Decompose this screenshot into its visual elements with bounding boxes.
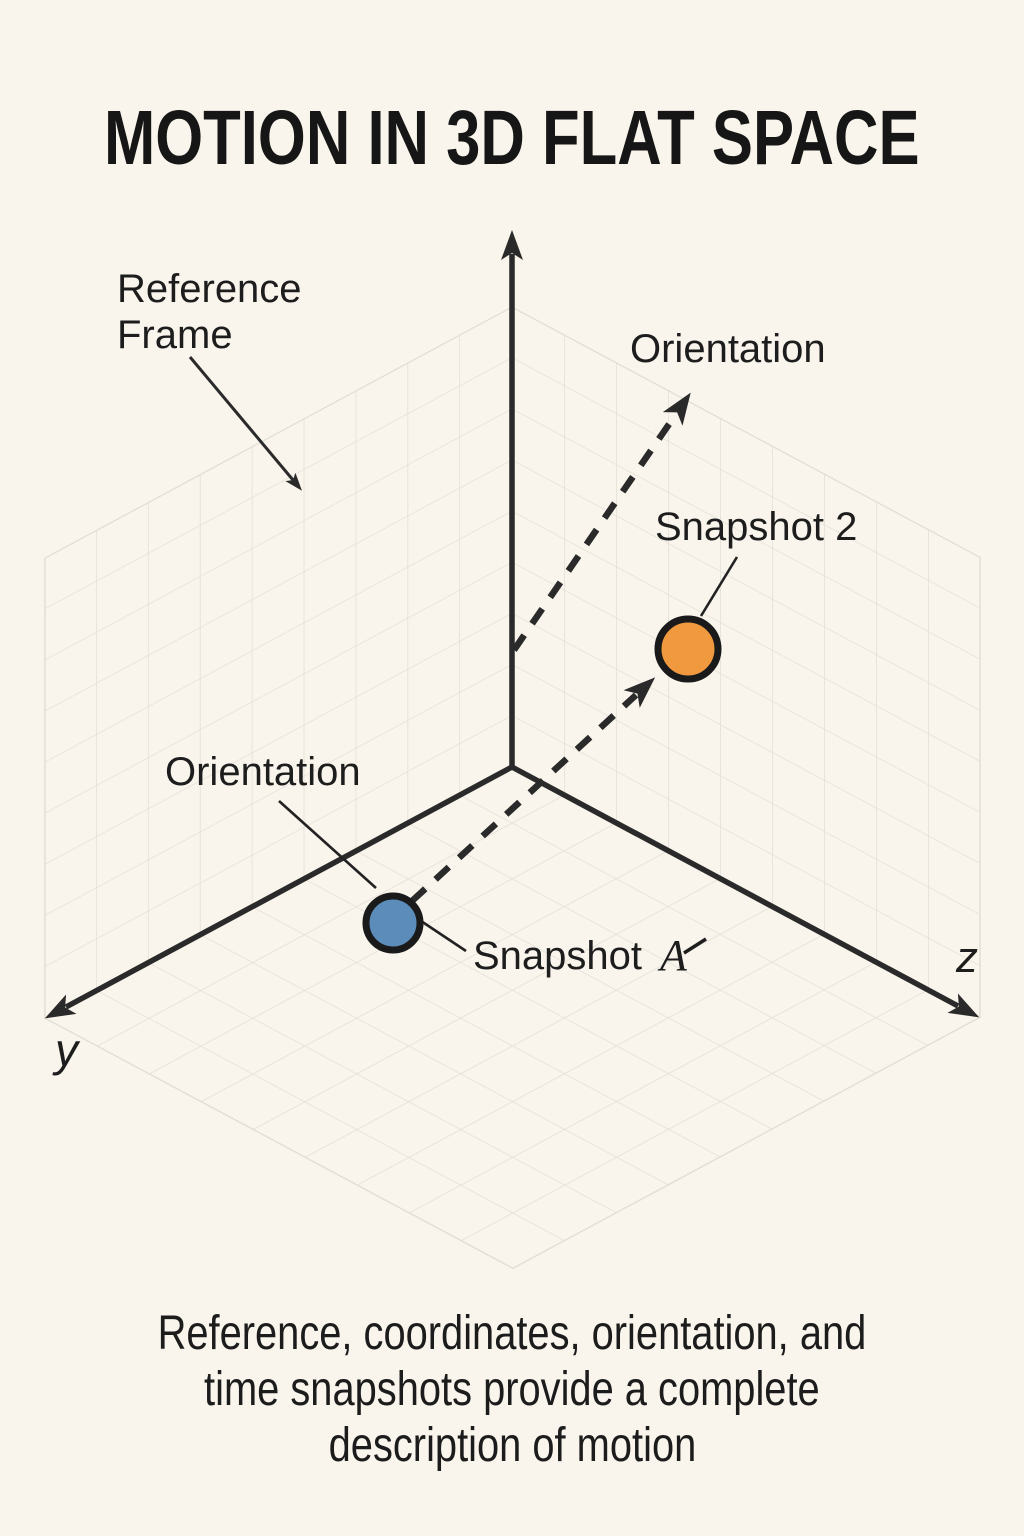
orientation-lower-leader-line <box>278 800 377 889</box>
orientation-arrow-upper <box>511 392 691 652</box>
snapshot-1-glyph: A <box>657 931 688 980</box>
snapshot-2-label: Snapshot 2 <box>655 505 857 549</box>
snapshot-2-point <box>654 615 722 683</box>
orientation-lower-label: Orientation <box>165 750 361 794</box>
reference-frame-label-line2: Frame <box>117 313 233 357</box>
caption-line2: time snapshots provide a complete <box>204 1363 820 1417</box>
caption: Reference, coordinates, orientation, and… <box>0 1306 1024 1474</box>
caption-line3: description of motion <box>328 1419 696 1473</box>
snapshot-1-label: Snapshot <box>473 934 642 978</box>
z-axis <box>510 764 980 1018</box>
z-axis-label: z <box>955 933 978 982</box>
page-title: MOTION IN 3D FLAT SPACE <box>0 94 1024 183</box>
y-axis-label: y <box>52 1024 81 1076</box>
snapshot-1-point <box>362 892 424 954</box>
snapshot2-leader-line <box>699 556 739 617</box>
caption-line1: Reference, coordinates, orientation, and <box>157 1307 867 1360</box>
snapshot-1-glyph-slash <box>683 937 707 955</box>
y-axis <box>44 764 514 1019</box>
reference-frame-arrow <box>188 356 302 491</box>
orientation-upper-label: Orientation <box>630 327 826 371</box>
reference-frame-label-line1: Reference <box>117 267 302 311</box>
snapshot1-leader-line <box>420 919 467 953</box>
page-title-text: MOTION IN 3D FLAT SPACE <box>104 95 920 181</box>
